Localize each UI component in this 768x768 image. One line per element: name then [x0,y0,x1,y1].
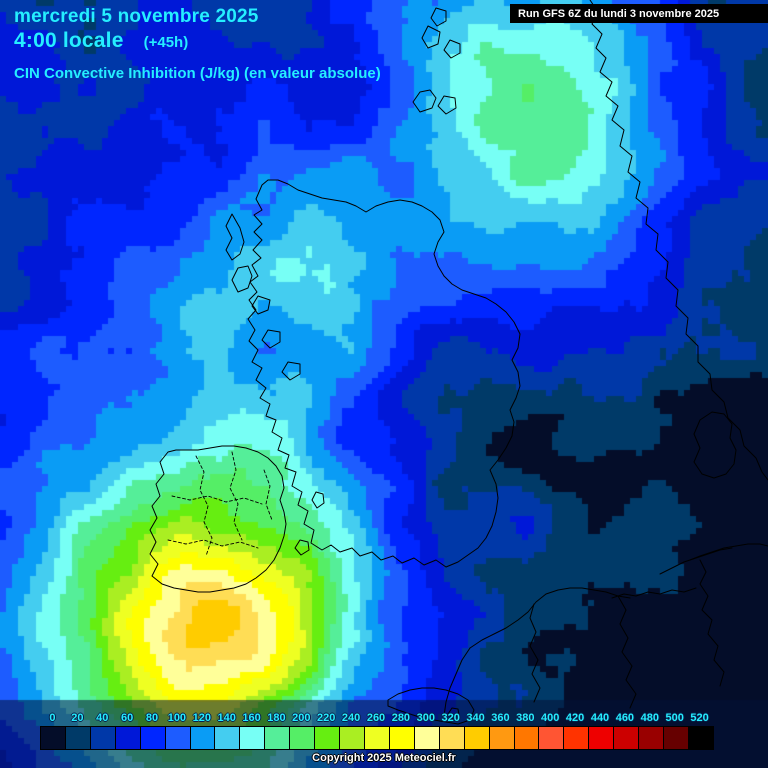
color-scale-tick: 180 [267,712,286,724]
color-scale-tick: 380 [516,712,535,724]
color-swatch [464,727,490,749]
color-scale-bar [40,726,714,750]
color-scale-tick: 20 [71,712,84,724]
forecast-offset-label: (+45h) [143,34,189,51]
color-scale-tick: 400 [541,712,560,724]
color-scale-tick: 0 [49,712,56,724]
color-scale-tick: 520 [690,712,709,724]
color-swatch [65,727,91,749]
color-swatch [589,727,615,749]
color-swatch [489,727,515,749]
color-swatch [190,727,216,749]
color-swatch [165,727,191,749]
color-swatch [389,727,415,749]
color-scale-tick: 100 [167,712,187,724]
copyright-label: Copyright 2025 Meteociel.fr [312,752,456,764]
color-scale-tick: 160 [242,712,261,724]
color-swatch [664,727,689,749]
color-scale-tick: 300 [416,712,435,724]
color-swatch [115,727,141,749]
color-swatch [414,727,440,749]
color-scale-tick: 480 [640,712,659,724]
color-scale-tick: 120 [192,712,211,724]
color-swatch [240,727,266,749]
color-scale-tick: 280 [391,712,411,724]
color-swatch [564,727,590,749]
color-swatch [90,727,116,749]
parameter-label: CIN Convective Inhibition (J/kg) (en val… [14,65,381,82]
color-scale-tick: 360 [491,712,510,724]
color-swatch [340,727,365,749]
color-swatch [265,727,291,749]
model-run-banner: Run GFS 6Z du lundi 3 novembre 2025 [510,4,768,23]
color-scale-tick: 220 [317,712,336,724]
color-swatch [215,727,241,749]
color-swatch [514,727,540,749]
forecast-time-label: 4:00 locale [14,29,124,52]
color-scale-tick: 460 [615,712,635,724]
color-scale-tick: 340 [466,712,485,724]
color-scale-legend: 0 20 40 60 80 100 120 140 160 180 200 220 240 260 280 3… [40,710,714,750]
color-swatch [639,727,665,749]
color-swatch [688,727,713,749]
color-scale-tick: 40 [96,712,109,724]
color-swatch [539,727,565,749]
color-scale-tick: 200 [292,712,311,724]
color-swatch [41,727,66,749]
color-scale-tick: 60 [120,712,134,724]
color-swatch [140,727,166,749]
color-swatch [290,727,316,749]
color-scale-tick: 80 [145,712,159,724]
forecast-date-label: mercredi 5 novembre 2025 [14,6,259,27]
color-scale-tick: 240 [341,712,361,724]
color-swatch [439,727,465,749]
color-scale-tick: 440 [590,712,610,724]
color-scale-tick: 260 [366,712,386,724]
color-scale-tick: 420 [565,712,585,724]
color-scale-tick-labels: 0 20 40 60 80 100 120 140 160 180 200 220 240 260 280 3… [40,710,712,726]
color-swatch [315,727,341,749]
color-scale-tick: 320 [441,712,460,724]
model-run-label: Run GFS 6Z du lundi 3 novembre 2025 [518,7,720,20]
color-swatch [614,727,640,749]
map-title-block: mercredi 5 novembre 2025 4:00 locale (+4… [14,6,381,84]
color-scale-tick: 500 [665,712,684,724]
forecast-time-row: 4:00 locale (+45h) [14,28,381,56]
color-scale-tick: 140 [217,712,236,724]
color-swatch [364,727,390,749]
